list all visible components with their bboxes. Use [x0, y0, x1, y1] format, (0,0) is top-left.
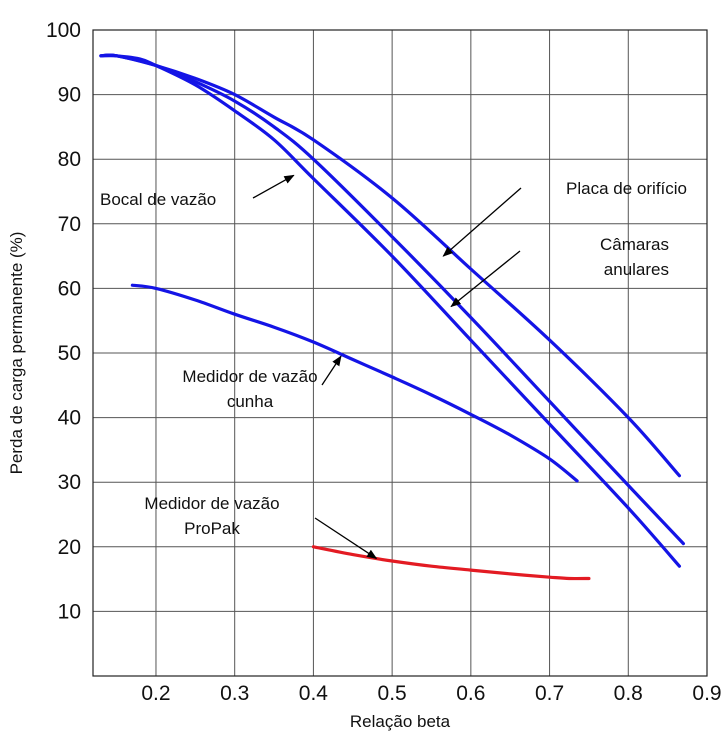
- annotation-5: Medidor de vazão ProPak: [144, 494, 378, 560]
- annotation-text: ProPak: [184, 519, 240, 538]
- series-line-4: [130, 283, 579, 483]
- x-tick-label: 0.2: [141, 682, 170, 705]
- y-tick-label: 40: [58, 407, 81, 430]
- series-line-3: [99, 53, 681, 478]
- y-tick-label: 10: [58, 600, 81, 623]
- y-tick-label: 80: [58, 148, 81, 171]
- annotation-text: anulares: [604, 260, 669, 279]
- annotation-1: Bocal de vazão: [100, 174, 295, 209]
- annotations: Bocal de vazão Placa de orifício Câmaras an…: [100, 174, 687, 560]
- annotation-arrow: [252, 174, 295, 199]
- annotation-text: Medidor de vazão: [144, 494, 279, 513]
- y-tick-labels: 10 20 30 40 50 60 70 80 90 100: [46, 19, 81, 623]
- x-axis-label: Relação beta: [350, 712, 451, 731]
- annotation-text: cunha: [227, 392, 274, 411]
- y-tick-label: 70: [58, 213, 81, 236]
- annotation-4: Medidor de vazão cunha: [182, 355, 342, 411]
- annotation-arrow: [321, 355, 342, 386]
- annotation-text: Bocal de vazão: [100, 190, 216, 209]
- series-layer: [99, 53, 685, 581]
- series-line-1: [99, 53, 681, 568]
- y-tick-label: 30: [58, 471, 81, 494]
- annotation-text: Placa de orifício: [566, 179, 687, 198]
- y-tick-label: 20: [58, 536, 81, 559]
- y-tick-label: 100: [46, 19, 81, 42]
- x-tick-label: 0.8: [614, 682, 643, 705]
- x-tick-label: 0.3: [220, 682, 249, 705]
- y-tick-label: 50: [58, 342, 81, 365]
- annotation-2: Placa de orifício: [442, 179, 687, 257]
- x-tick-labels: 0.2 0.3 0.4 0.5 0.6 0.7 0.8 0.9: [141, 682, 721, 705]
- annotation-text: Câmaras: [600, 235, 669, 254]
- annotation-3: Câmaras anulares: [450, 235, 669, 308]
- y-tick-label: 90: [58, 84, 81, 107]
- x-tick-label: 0.6: [456, 682, 485, 705]
- x-tick-label: 0.5: [378, 682, 407, 705]
- y-axis-label: Perda de carga permanente (%): [7, 232, 26, 475]
- x-tick-label: 0.4: [299, 682, 329, 705]
- y-tick-label: 60: [58, 277, 81, 300]
- x-tick-label: 0.7: [535, 682, 564, 705]
- annotation-arrow: [442, 187, 522, 257]
- annotation-text: Medidor de vazão: [182, 367, 317, 386]
- annotation-arrow: [450, 250, 521, 308]
- annotation-arrow: [314, 517, 378, 560]
- x-tick-label: 0.9: [692, 682, 721, 705]
- plot-frame: [92, 29, 708, 677]
- series-line-5: [311, 545, 591, 581]
